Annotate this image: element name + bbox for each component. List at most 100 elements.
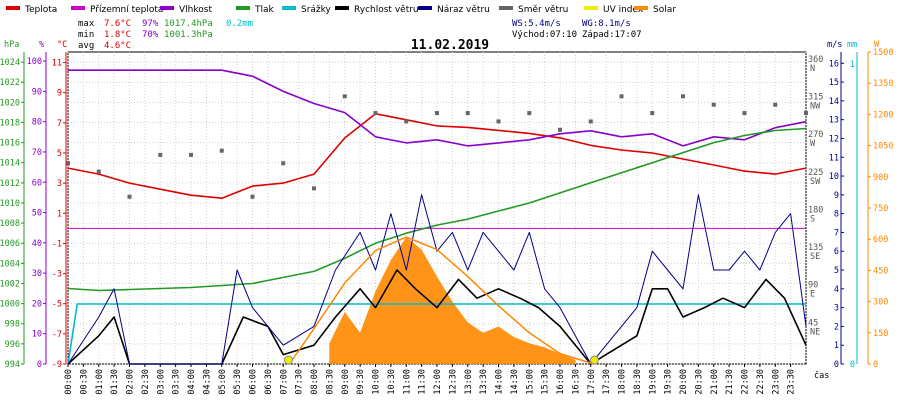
axis-label-pressure_hpa: 1020	[0, 98, 20, 108]
direction-point	[619, 94, 624, 99]
axis-label-temperature_c: 3	[57, 179, 62, 189]
x-tick-label: 13:00	[464, 369, 474, 395]
x-tick-label: 19:30	[664, 369, 674, 395]
axis-label-wind: 12	[829, 134, 839, 144]
x-tick-label: 14:00	[495, 369, 505, 395]
stats-min-press: 1001.3hPa	[164, 30, 213, 40]
axis-label-temperature_c: -3	[52, 270, 62, 280]
axis-label-pressure_hpa: 996	[5, 340, 20, 350]
wind-wg: WG:8.1m/s	[582, 19, 631, 29]
axis-label-rain: 1	[850, 60, 855, 70]
series-line-vlhkost	[68, 69, 807, 147]
axis-label-solar: 750	[873, 204, 888, 214]
axis-label-solar: 0	[873, 360, 878, 370]
axis-label-direction: SE	[810, 252, 820, 262]
axis-label-direction-deg: 45	[808, 318, 818, 328]
axis-label-humidity_pct: 0	[37, 360, 42, 370]
legend-swatch-0	[6, 6, 20, 10]
x-tick-label: 00:30	[79, 369, 89, 395]
direction-point	[373, 111, 378, 116]
legend-swatch-9	[634, 6, 648, 10]
stats-min-hum: 70%	[142, 30, 159, 40]
x-tick-label: 19:00	[648, 369, 658, 395]
unit-degc: °C	[57, 40, 67, 50]
x-tick-label: 04:00	[187, 369, 197, 395]
direction-point	[650, 111, 655, 116]
axis-label-solar: 1050	[873, 142, 893, 152]
x-tick-label: 20:30	[694, 369, 704, 395]
x-tick-label: 18:00	[618, 369, 628, 395]
axis-label-pressure_hpa: 1000	[0, 300, 20, 310]
x-tick-label: 06:30	[264, 369, 274, 395]
axis-label-wind: 9	[834, 191, 839, 201]
direction-point	[219, 148, 224, 153]
axis-label-pressure_hpa: 1014	[0, 159, 20, 169]
sunrise-text: Východ:07:10	[512, 30, 577, 40]
axis-label-pressure_hpa: 1018	[0, 118, 20, 128]
chart-title: 11.02.2019	[411, 38, 489, 53]
x-tick-label: 08:30	[325, 369, 335, 395]
sunset-text: Západ:17:07	[582, 30, 642, 40]
direction-point	[588, 119, 593, 124]
x-tick-label: 17:00	[587, 369, 597, 395]
axis-label-temperature_c: 11	[52, 59, 62, 69]
direction-point	[804, 111, 808, 116]
direction-point	[435, 111, 439, 116]
x-tick-label: 10:30	[387, 369, 397, 395]
axis-label-temperature_c: 5	[57, 149, 62, 159]
direction-point	[558, 127, 562, 132]
axis-label-wind: 10	[829, 172, 839, 182]
axis-label-humidity_pct: 80	[32, 118, 42, 128]
axis-label-direction: E	[810, 290, 815, 300]
axis-label-pressure_hpa: 1008	[0, 219, 20, 229]
axis-label-solar: 150	[873, 329, 888, 339]
direction-point	[281, 161, 286, 166]
axis-label-wind: 7	[834, 228, 839, 238]
axis-label-temperature_c: -9	[52, 360, 62, 370]
x-tick-label: 05:30	[233, 369, 243, 395]
x-tick-label: 01:00	[95, 369, 105, 395]
axis-label-pressure_hpa: 1004	[0, 259, 20, 269]
axis-label-pressure_hpa: 1016	[0, 139, 20, 149]
direction-point	[404, 119, 409, 124]
x-tick-label: 07:30	[295, 369, 305, 395]
axis-label-wind: 11	[829, 153, 839, 163]
series-line-solar	[288, 236, 595, 365]
legend-label-4: Srážky	[301, 5, 332, 15]
x-tick-label: 15:30	[541, 369, 551, 395]
legend-label-1: Přízemní teplota	[90, 5, 163, 15]
legend-swatch-6	[418, 6, 432, 10]
axis-label-pressure_hpa: 998	[5, 320, 20, 330]
axis-label-pressure_hpa: 1006	[0, 239, 20, 249]
axis-label-wind: 0	[834, 360, 839, 370]
stats-max-label: max	[78, 19, 95, 29]
legend-label-9: Solar	[653, 5, 676, 15]
axis-label-direction-deg: 135	[808, 243, 823, 253]
wind-info: WS:5.4m/s WG:8.1m/s Východ:07:10 Západ:1…	[512, 19, 642, 40]
axis-label-solar: 1350	[873, 79, 893, 89]
axis-label-direction: NW	[810, 102, 821, 112]
series-line-náraz-větru	[67, 194, 807, 365]
direction-point	[127, 194, 132, 199]
axis-label-rain: 0	[850, 360, 855, 370]
x-tick-label: 04:30	[202, 369, 212, 395]
x-tick-label: 21:30	[725, 369, 735, 395]
unit-pct: %	[39, 40, 44, 50]
stats-block: max 7.6°C 97% 1017.4hPa 0.2mm min 1.8°C …	[78, 19, 253, 51]
axis-label-wind: 15	[829, 78, 839, 88]
x-tick-label: 02:00	[126, 369, 136, 395]
axis-units: hPa % °C m/s mm W čas	[4, 40, 880, 381]
x-tick-label: 12:30	[448, 369, 458, 395]
stats-max-hum: 97%	[142, 19, 159, 29]
axis-label-temperature_c: 9	[57, 89, 62, 99]
axis-label-wind: 3	[834, 304, 839, 314]
x-tick-label: 08:00	[310, 369, 320, 395]
axis-label-temperature_c: -5	[52, 300, 62, 310]
direction-point	[681, 94, 685, 99]
x-tick-label: 03:00	[156, 369, 166, 395]
direction-point	[342, 94, 347, 99]
axis-label-humidity_pct: 10	[32, 330, 42, 340]
unit-cas: čas	[814, 370, 829, 381]
x-tick-label: 22:00	[741, 369, 751, 395]
